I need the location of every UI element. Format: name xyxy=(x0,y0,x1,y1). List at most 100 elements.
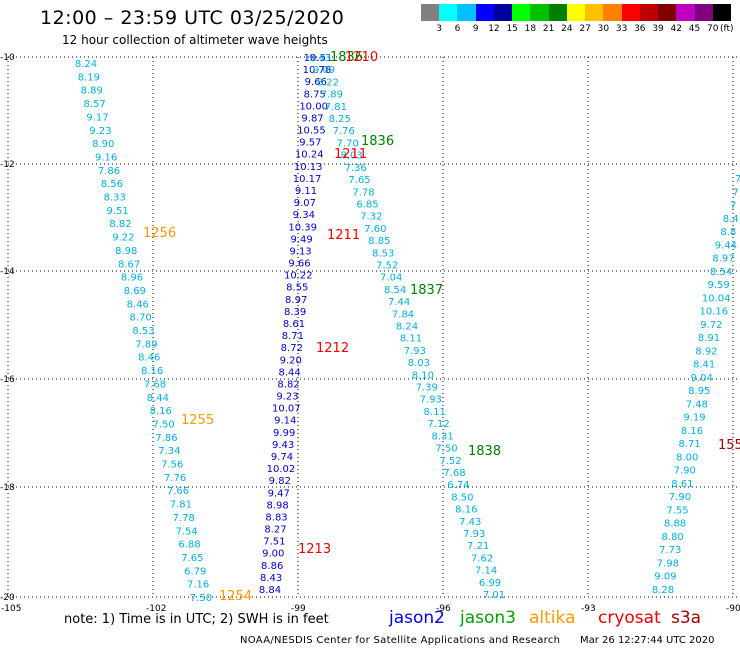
legend-swatch xyxy=(512,4,531,21)
wave-height-value: 10.07 xyxy=(272,404,301,415)
wave-height-value: 8.86 xyxy=(261,561,283,572)
legend-label: 15 xyxy=(506,24,518,34)
wave-height-value: 8.44 xyxy=(147,393,169,404)
wave-height-value: 7.50 xyxy=(435,444,457,455)
x-tick-label: -90 xyxy=(726,604,740,614)
wave-height-value: 9.17 xyxy=(86,112,108,123)
wave-height-value: 7 xyxy=(735,174,740,185)
wave-height-value: 8.19 xyxy=(78,72,100,83)
wave-height-value: 8.98 xyxy=(267,500,289,511)
wave-height-value: 7.84 xyxy=(392,309,414,320)
wave-height-value: 8.11 xyxy=(400,334,422,345)
wave-height-value: 8.16 xyxy=(150,406,172,417)
wave-height-value: 7.54 xyxy=(175,526,197,537)
wave-height-value: 8.22 xyxy=(317,77,339,88)
legend-label: 24 xyxy=(561,24,573,34)
pass-time-label: 1254 xyxy=(219,589,252,604)
pass-time-label: 155 xyxy=(718,438,740,453)
wave-height-value: 8.54 xyxy=(710,267,732,278)
wave-height-value: 8.28 xyxy=(652,585,674,596)
wave-height-value: 7.78 xyxy=(173,513,195,524)
legend-label: 9 xyxy=(472,24,479,34)
wave-height-value: 8.53 xyxy=(372,248,394,259)
wave-height-value: 8.67 xyxy=(118,259,140,270)
wave-height-value: 8.71 xyxy=(678,439,700,450)
wave-height-value: 7.93 xyxy=(463,529,485,540)
wave-height-value: 7.86 xyxy=(155,433,177,444)
wave-height-value: 9.23 xyxy=(89,126,111,137)
legend-label: 42 xyxy=(670,24,682,34)
wave-height-value: 8.88 xyxy=(664,519,686,530)
wave-height-value: 7.81 xyxy=(170,500,192,511)
legend-swatch xyxy=(676,4,695,21)
pass-time-label: 1837 xyxy=(410,283,443,298)
wave-height-value: 7.66 xyxy=(167,486,189,497)
wave-height-value: 10.17 xyxy=(293,174,322,185)
wave-height-value: 8.03 xyxy=(341,151,363,162)
legend-label: 3 xyxy=(436,24,443,34)
wave-height-value: 9.44 xyxy=(715,240,737,251)
wave-height-value: 9.19 xyxy=(683,413,705,424)
wave-height-value: 7.65 xyxy=(181,553,203,564)
y-tick-label: -18 xyxy=(0,483,15,493)
pass-time-label: 1212 xyxy=(316,341,349,356)
wave-height-value: 7.62 xyxy=(471,553,493,564)
wave-height-value: 7.52 xyxy=(439,456,461,467)
pass-time-label: 1838 xyxy=(468,444,501,459)
legend-label: 36 xyxy=(634,24,646,34)
wave-height-value: 9.11 xyxy=(295,186,317,197)
pass-time-label: 1836 xyxy=(361,134,394,149)
wave-height-value: 7.44 xyxy=(388,297,410,308)
wave-height-value: 7.60 xyxy=(364,224,386,235)
wave-height-value: 8.56 xyxy=(101,179,123,190)
wave-height-value: 6.74 xyxy=(447,480,469,491)
wave-height-value: 8.50 xyxy=(451,492,473,503)
wave-height-value: 10.51 xyxy=(304,53,333,64)
legend-label: 12 xyxy=(488,24,500,34)
color-legend: 3 6 9 12 15 18 21 24 27 30 33 36 39 42 45 70 (ft) xyxy=(421,4,734,38)
pass-time-label: 1255 xyxy=(181,413,214,428)
wave-height-value: 8.4 xyxy=(723,214,739,225)
legend-swatch xyxy=(639,4,659,21)
x-tick-label: -105 xyxy=(1,604,21,614)
legend-swatch xyxy=(712,4,732,21)
legend-swatch xyxy=(493,4,513,21)
legend-label: 70 xyxy=(707,24,719,34)
wave-height-value: 8.71 xyxy=(282,331,304,342)
y-tick-label: -10 xyxy=(0,53,15,63)
wave-height-value: 9.87 xyxy=(301,113,323,124)
wave-height-value: 8.84 xyxy=(259,585,281,596)
wave-height-value: 10.02 xyxy=(267,464,296,475)
wave-height-value: 8.82 xyxy=(109,219,131,230)
wave-height-value: 7.50 xyxy=(152,419,174,430)
wave-height-value: 7.68 xyxy=(144,379,166,390)
wave-height-value: 7.04 xyxy=(380,273,402,284)
wave-height-value: 8.39 xyxy=(284,307,306,318)
wave-height-value: 9.72 xyxy=(700,320,722,331)
wave-height-value: 10.04 xyxy=(702,293,731,304)
wave-height-value: 7.68 xyxy=(443,468,465,479)
wave-height-value: 8.61 xyxy=(283,319,305,330)
wave-height-value: 9.49 xyxy=(291,234,313,245)
wave-height-value: 8.41 xyxy=(693,360,715,371)
x-tick-label: -96 xyxy=(436,604,451,614)
wave-height-value: 7.90 xyxy=(674,466,696,477)
legend-label: 21 xyxy=(542,24,555,34)
x-tick-label: -102 xyxy=(146,604,166,614)
wave-height-value: 8.24 xyxy=(396,322,418,333)
wave-height-value: 6.79 xyxy=(184,566,206,577)
wave-height-value: 7.51 xyxy=(263,537,285,548)
wave-height-value: 8.27 xyxy=(264,525,286,536)
y-tick-label: -20 xyxy=(0,593,15,603)
wave-height-value: 10.78 xyxy=(303,65,332,76)
wave-height-value: 9.13 xyxy=(289,246,311,257)
legend-swatch xyxy=(421,4,440,21)
wave-height-value: 8.46 xyxy=(138,353,160,364)
wave-height-value: 8.95 xyxy=(688,386,710,397)
wave-height-value: 10.22 xyxy=(284,271,313,282)
page-subtitle: 12 hour collection of altimeter wave hei… xyxy=(62,33,328,47)
wave-height-value: 9.43 xyxy=(309,53,331,64)
wave-height-value: 7.73 xyxy=(659,545,681,556)
satellite-label: cryosat xyxy=(598,608,661,628)
